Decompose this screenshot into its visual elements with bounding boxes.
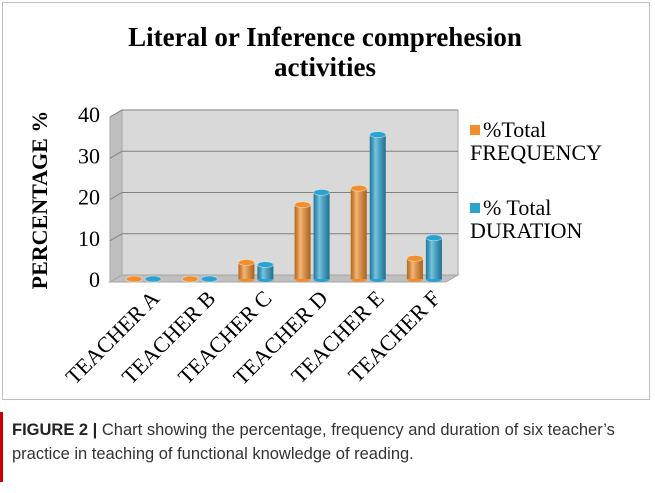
bar — [144, 275, 162, 283]
bar-top — [369, 131, 387, 139]
bar — [313, 188, 330, 282]
chart-frame — [2, 2, 650, 400]
bar-top — [257, 261, 274, 268]
bar — [125, 275, 143, 283]
bar-top — [200, 275, 218, 283]
bar-top — [425, 234, 443, 242]
bar-shade — [238, 262, 255, 279]
bar-top — [313, 188, 330, 196]
bar-top — [406, 254, 424, 262]
bar-top — [181, 275, 199, 283]
bar — [181, 275, 199, 283]
legend-swatch — [470, 203, 480, 213]
bar — [350, 184, 368, 282]
bar-shade — [425, 237, 442, 279]
y-tick-label: 0 — [89, 267, 100, 292]
grid-line — [109, 109, 458, 118]
legend-entry: %Total FREQUENCY — [470, 118, 645, 164]
grid-line — [109, 233, 458, 242]
bar-shade — [369, 134, 386, 279]
legend-label: % Total DURATION — [470, 195, 583, 243]
bar-top — [125, 275, 143, 283]
y-tick-label: 10 — [78, 226, 100, 251]
bar — [406, 254, 424, 282]
legend-label: %Total FREQUENCY — [470, 117, 603, 165]
bar-shade — [406, 258, 423, 279]
bar — [238, 259, 255, 282]
bar-top — [238, 259, 255, 266]
grid-line — [109, 150, 458, 159]
y-tick-label: 40 — [78, 102, 100, 127]
legend-swatch — [470, 125, 480, 135]
y-tick-label: 30 — [78, 143, 100, 168]
bar-shade — [257, 264, 274, 279]
bar-shade — [294, 204, 311, 279]
bar — [425, 234, 443, 282]
y-axis-label: PERCENTAGE % — [27, 111, 52, 290]
bar-shade — [350, 188, 367, 279]
bar — [369, 131, 387, 282]
caption-text: Chart showing the percentage, frequency … — [12, 421, 615, 463]
bar-top — [350, 184, 368, 192]
chart-title: Literal or Inference comprehesion activi… — [128, 22, 522, 82]
caption-label: FIGURE 2 | — [12, 421, 98, 439]
caption: FIGURE 2 | Chart showing the percentage,… — [12, 418, 642, 466]
bar — [294, 201, 311, 282]
bar-shade — [313, 192, 330, 279]
bar-top — [294, 201, 311, 209]
caption-rule — [0, 412, 3, 482]
bar — [257, 261, 274, 282]
floor — [108, 274, 460, 283]
bar-top — [144, 275, 162, 283]
legend-entry: % Total DURATION — [470, 196, 645, 242]
grid-line — [109, 192, 458, 200]
y-tick-label: 20 — [78, 185, 100, 210]
bar — [200, 275, 218, 283]
